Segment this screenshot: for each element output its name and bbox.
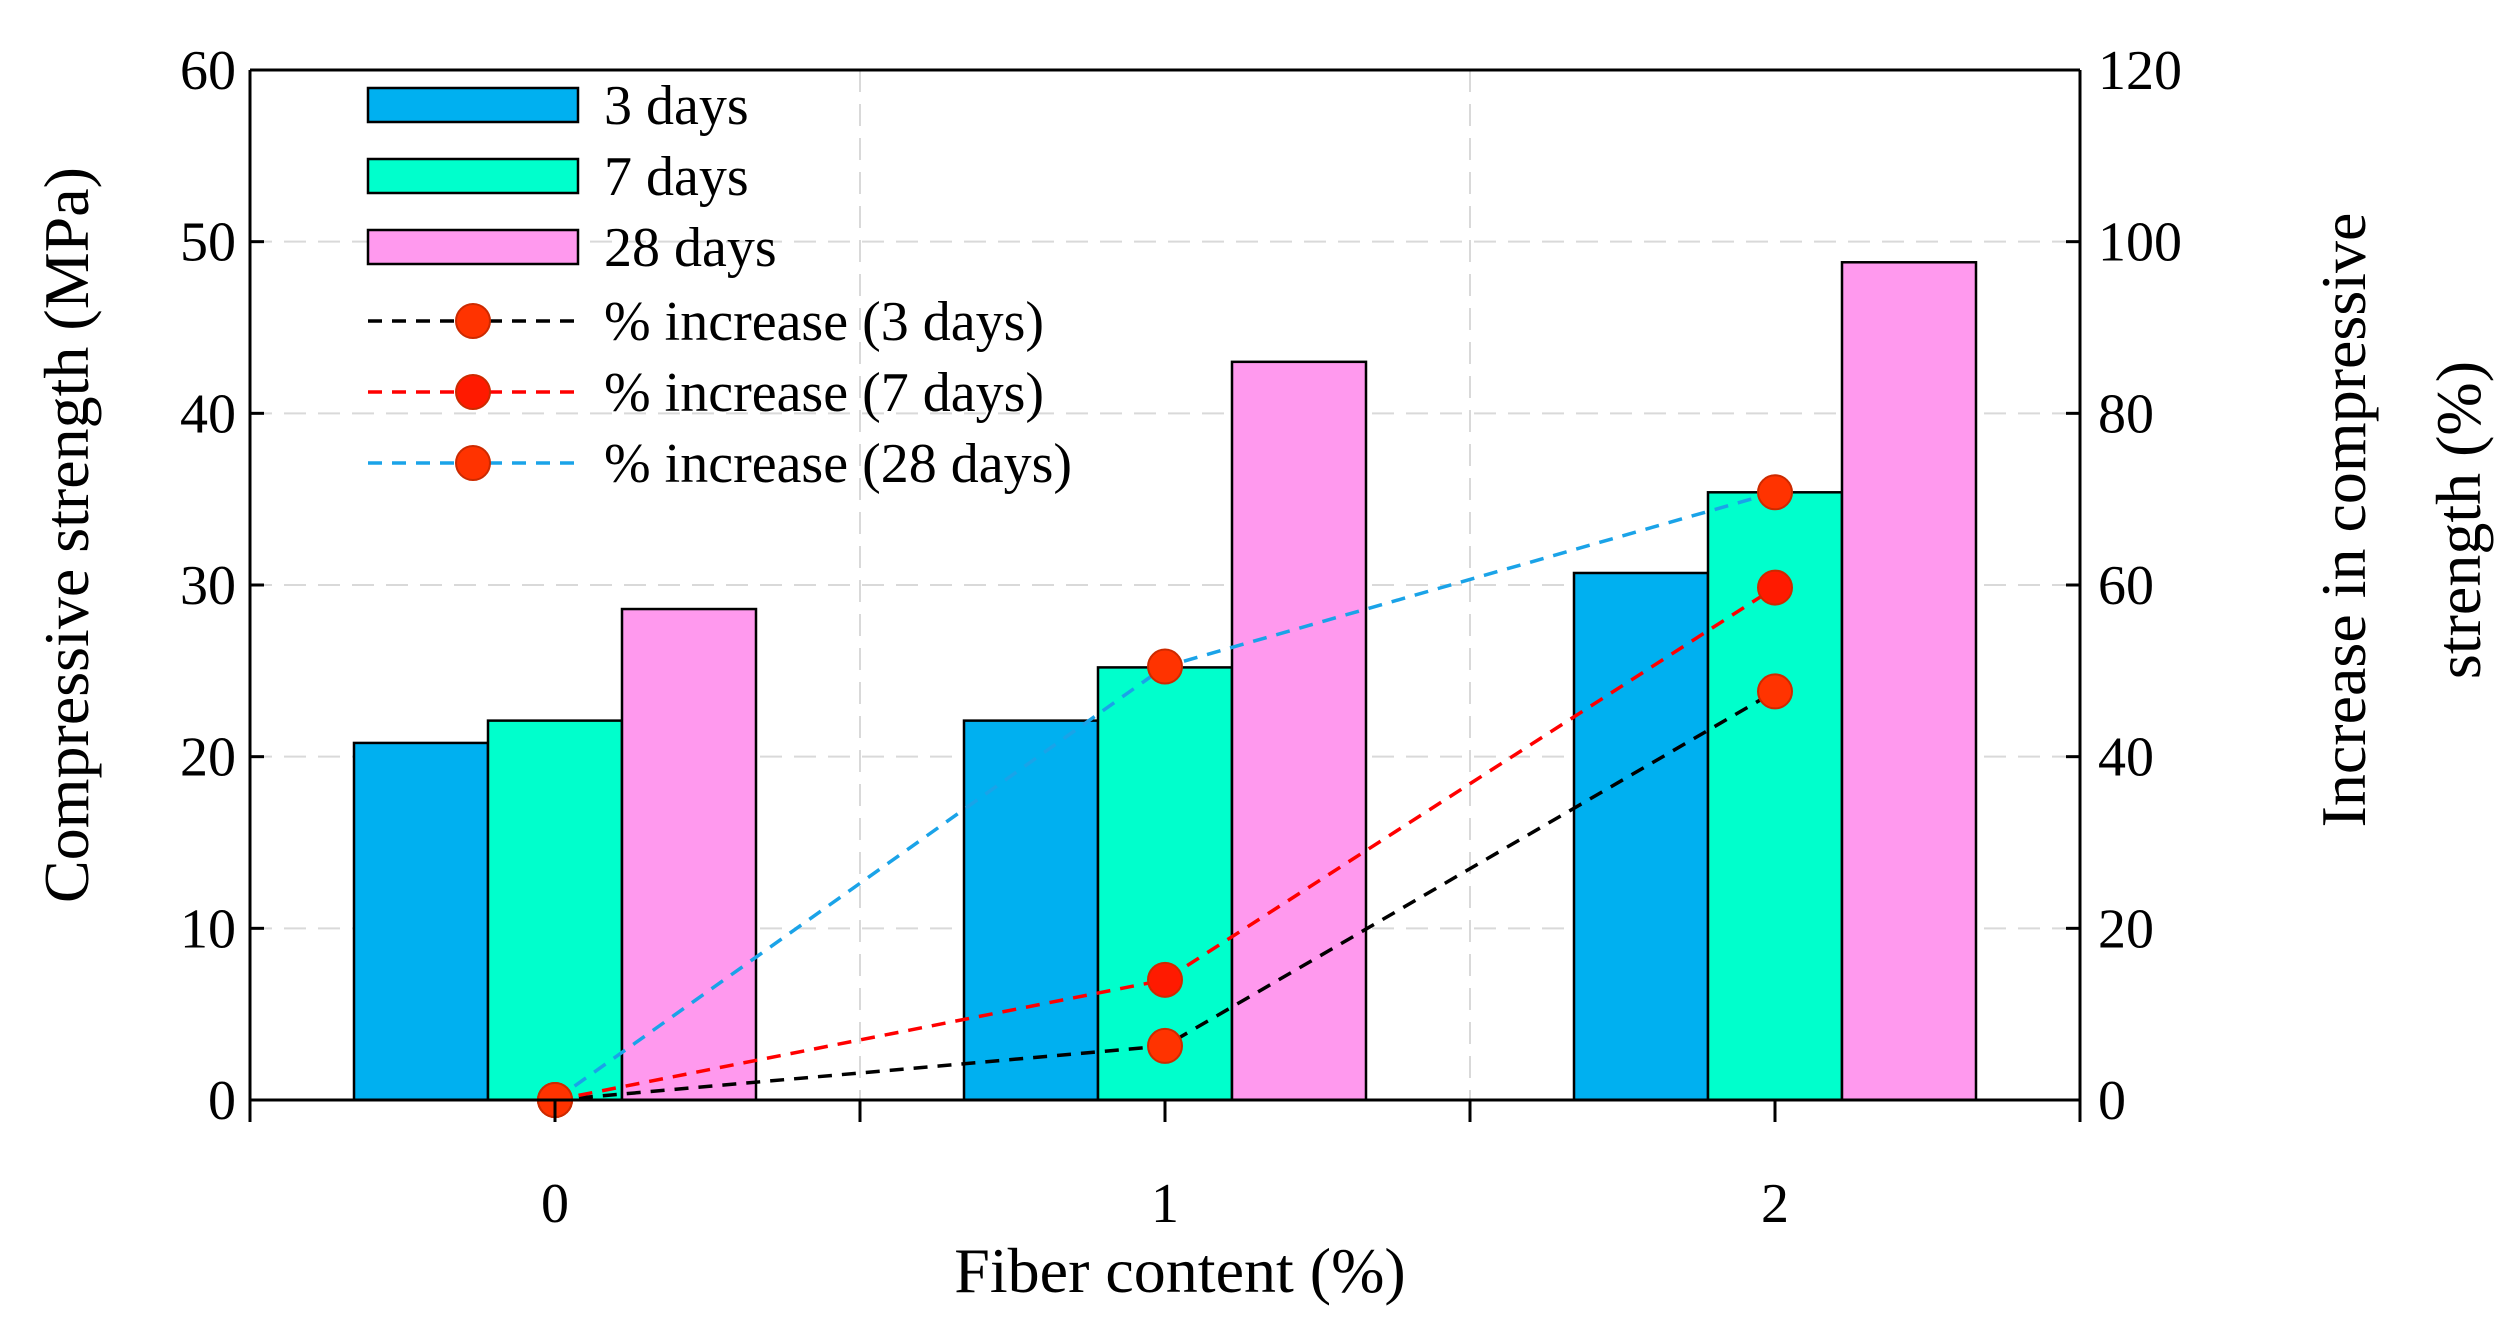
legend-marker-series-3 [455, 303, 491, 339]
bars [352, 261, 1978, 1102]
bar-3-days-fiber-1 [962, 719, 1100, 1102]
bar-3-days-fiber-0 [352, 741, 490, 1102]
y-tick-label: 0 [208, 1070, 236, 1132]
grid-lines [250, 69, 2080, 1100]
marker-series-5-fiber-1 [1147, 648, 1183, 685]
bar-7-days-fiber-0 [486, 719, 624, 1102]
y-tick-label: 30 [180, 555, 236, 617]
y2-tick-label: 40 [2098, 727, 2154, 789]
axes [248, 68, 2082, 1122]
y2-tick-label: 80 [2098, 383, 2154, 445]
legend-marker-series-5 [455, 445, 491, 481]
y2-tick-label: 20 [2098, 898, 2154, 960]
y-tick-label: 50 [180, 212, 236, 274]
legend-swatch-7-days [366, 157, 580, 195]
y2-tick-label: 60 [2098, 555, 2154, 617]
y-tick-label: 60 [180, 40, 236, 102]
legend-label-series-2: 28 days [604, 217, 777, 279]
legend-label-series-0: 3 days [604, 75, 749, 137]
marker-series-3-fiber-2 [1757, 673, 1793, 710]
bar-28-days-fiber-0 [620, 607, 758, 1102]
bar-3-days-fiber-2 [1572, 571, 1710, 1102]
y-axis-title: Compressive strength (MPa) [31, 167, 102, 903]
legend-label-series-5: % increase (28 days) [604, 433, 1072, 495]
y-tick-label: 40 [180, 383, 236, 445]
y2-tick-label: 0 [2098, 1070, 2126, 1132]
x-tick-label: 0 [541, 1173, 569, 1235]
legend-label-series-3: % increase (3 days) [604, 291, 1044, 353]
y-tick-label: 10 [180, 898, 236, 960]
legend-swatch-28-days [366, 228, 580, 266]
y2-tick-label: 100 [2098, 212, 2182, 274]
y-tick-label: 20 [180, 727, 236, 789]
legend-swatch-3-days [366, 86, 580, 124]
marker-series-5-fiber-2 [1757, 474, 1793, 511]
legend: 3 days 7 days 28 days % increase (3 days) % … [366, 75, 1072, 495]
y2-axis-title-line1: Increase in compressive [2308, 213, 2379, 828]
line-series-4 [554, 586, 1776, 1102]
legend-label-series-4: % increase (7 days) [604, 362, 1044, 424]
y2-axis-title-line2: strength (%) [2423, 361, 2494, 679]
bar-28-days-fiber-2 [1840, 261, 1978, 1102]
legend-marker-series-4 [455, 374, 491, 410]
marker-series-4-fiber-1 [1147, 961, 1183, 998]
marker-series-3-fiber-1 [1147, 1027, 1183, 1064]
x-tick-label: 2 [1761, 1173, 1789, 1235]
marker-series-4-fiber-2 [1757, 569, 1793, 606]
legend-label-series-1: 7 days [604, 146, 749, 208]
tick-labels: 0 10 20 30 40 50 60 0 20 40 60 80 100 120 0 1 2 [180, 40, 2182, 1235]
x-axis-title: Fiber content (%) [954, 1235, 1405, 1306]
y2-tick-label: 120 [2098, 40, 2182, 102]
bar-28-days-fiber-1 [1230, 360, 1368, 1102]
x-tick-label: 1 [1151, 1173, 1179, 1235]
